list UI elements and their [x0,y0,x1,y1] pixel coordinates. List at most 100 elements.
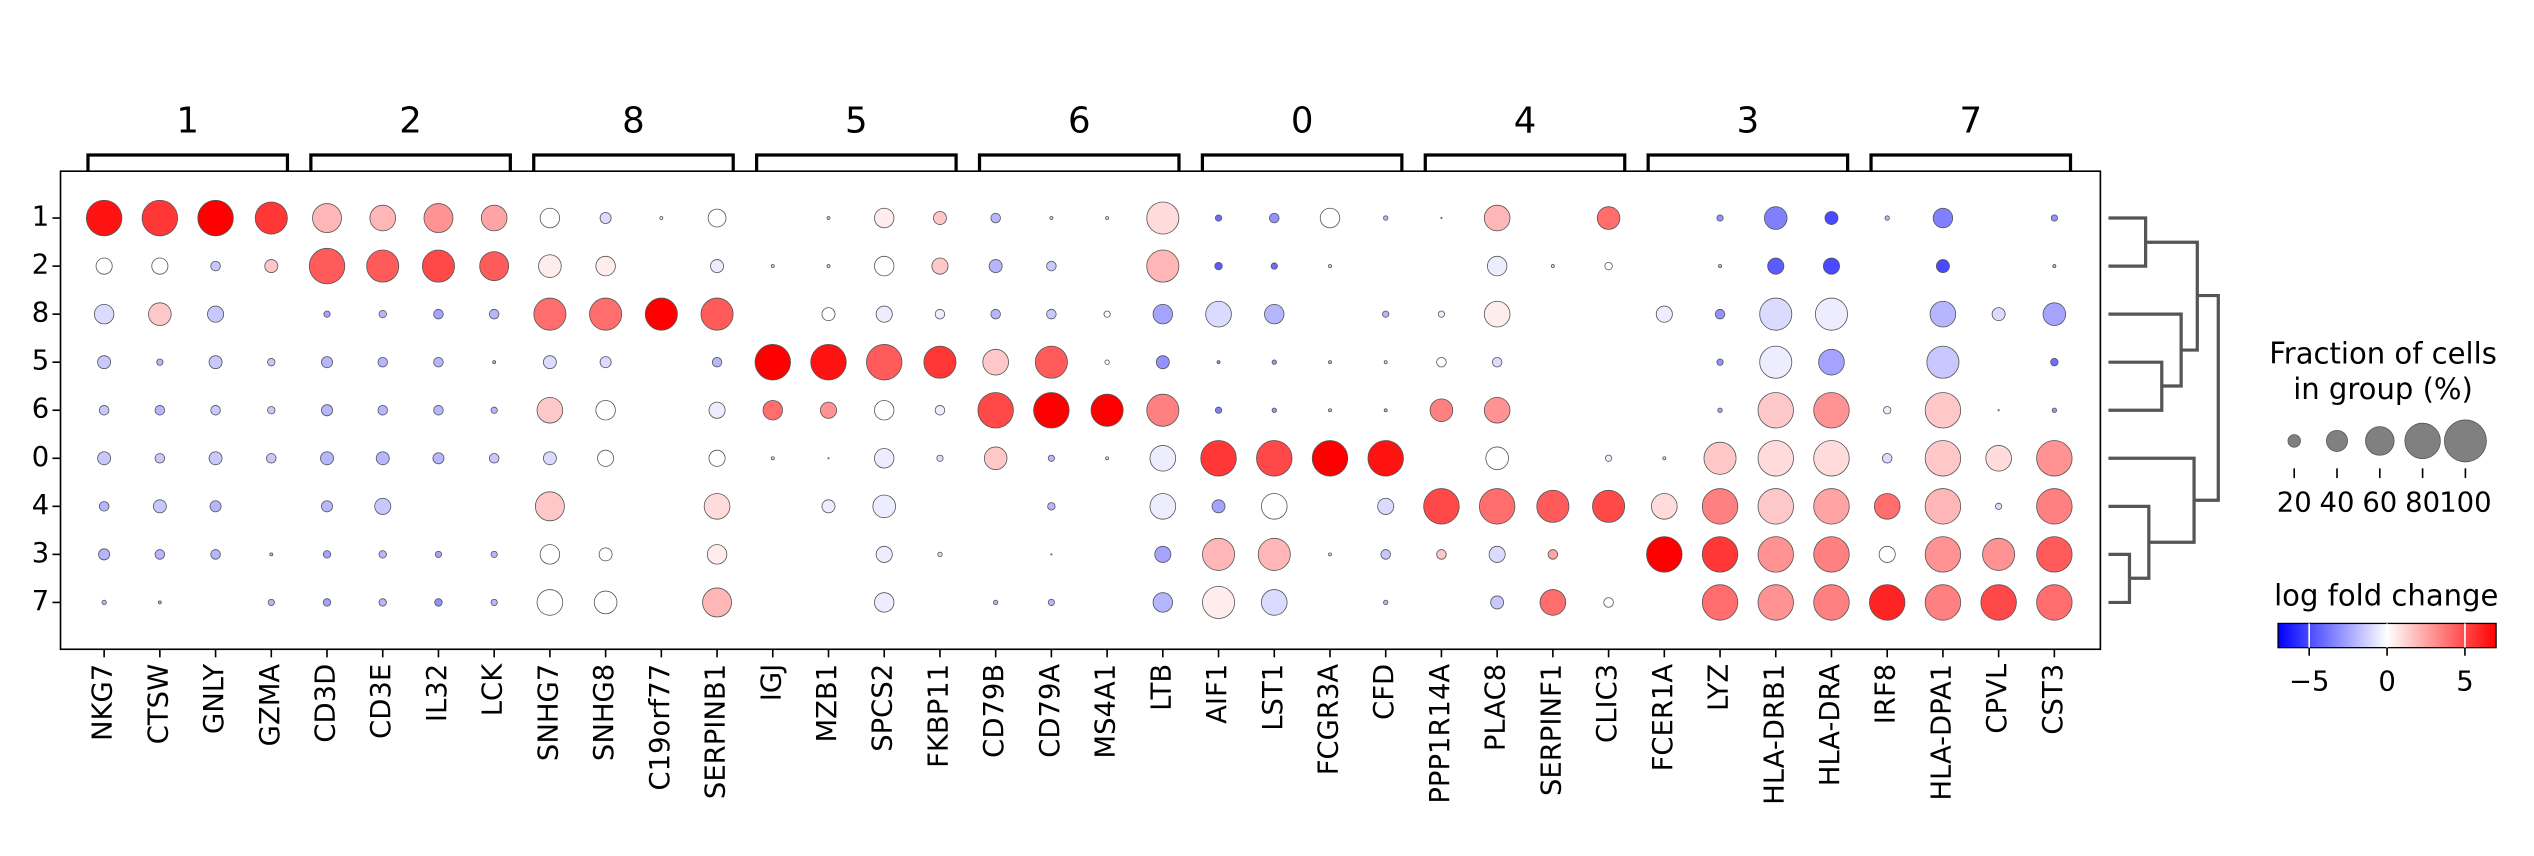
colorbar-label: −5 [2289,667,2329,698]
dot [266,453,277,464]
dot [98,548,111,561]
dot [1047,502,1056,511]
dot [369,204,396,232]
dot [875,545,893,563]
dot [1662,456,1667,461]
dot [826,264,831,269]
dot [1483,300,1511,328]
dot [874,592,895,613]
group-bracket [1646,153,1850,172]
dot [1429,398,1454,422]
dot [536,396,564,424]
group-bracket [309,153,512,172]
dot [1997,409,2000,412]
dot [1483,396,1511,424]
dot [321,500,333,513]
dot [1105,456,1110,461]
group-label: 4 [1514,101,1537,142]
dot [874,448,895,469]
group-label: 6 [1068,101,1091,142]
dot [1383,215,1389,221]
dot [595,400,616,421]
dot [210,260,221,272]
dot [599,212,612,225]
dot [492,360,497,365]
dot [1714,308,1726,320]
dendrogram-link [2194,293,2220,502]
dot [1815,297,1848,331]
dot [479,251,510,281]
dot [1935,259,1950,274]
dot [770,264,775,269]
dot [1592,489,1626,523]
dot [197,199,234,237]
dot [1046,260,1057,272]
dot [1256,440,1293,477]
dot [711,356,723,368]
row-label: 2 [32,250,49,281]
dot [533,297,567,331]
dot [1485,446,1509,471]
dot [1824,211,1839,225]
dot [934,308,946,320]
dot [1319,207,1341,229]
dot [1154,545,1172,563]
dot [874,255,895,277]
dot [152,499,167,514]
dot [1818,348,1845,376]
gene-label: CD3E [366,664,397,739]
dot [770,456,775,461]
dot [990,308,1001,320]
dot [990,212,1001,224]
gene-label: CD79B [979,664,1010,758]
dot [810,344,847,381]
dot [1383,599,1389,606]
dot [148,302,172,326]
dot [2050,358,2059,367]
dot [2050,214,2058,222]
gene-label: LTB [1146,664,1177,711]
gene-label: SNHG7 [533,664,564,761]
group-bracket [977,153,1181,172]
gene-label: HLA-DRA [1815,664,1846,787]
dot [97,451,112,466]
dot [433,308,444,320]
size-legend-label: 40 [2320,487,2355,518]
colorbar-label: 0 [2378,667,2395,698]
group-bracket [1200,153,1404,172]
dot [1757,440,1794,477]
dot [539,544,561,565]
dot [710,259,724,274]
dot [1718,264,1722,269]
dot [1380,549,1391,560]
dot [210,549,221,560]
dot [488,453,500,464]
dot [762,400,783,421]
dot [1651,493,1678,520]
dot [423,203,454,233]
dot [977,392,1014,429]
dot [1155,355,1170,370]
dot [1202,585,1236,619]
dot [2036,488,2073,525]
dendrogram [2108,216,2220,605]
dot [1211,499,1226,514]
dot [1328,552,1332,557]
dot [323,310,331,318]
dot [1822,257,1840,275]
dot [1311,440,1349,477]
gene-label: IL32 [422,664,453,722]
dot [490,406,498,414]
dot [1701,584,1739,621]
dot [1985,445,2012,472]
dot [1982,537,2016,571]
row-label: 1 [32,202,49,233]
dot [821,499,836,514]
dot [98,501,110,512]
dot [1328,360,1332,365]
dot [1478,488,1516,525]
gene-label: CTSW [143,664,174,744]
dot [269,552,274,557]
dot [1991,307,2006,322]
dot [1033,392,1070,429]
